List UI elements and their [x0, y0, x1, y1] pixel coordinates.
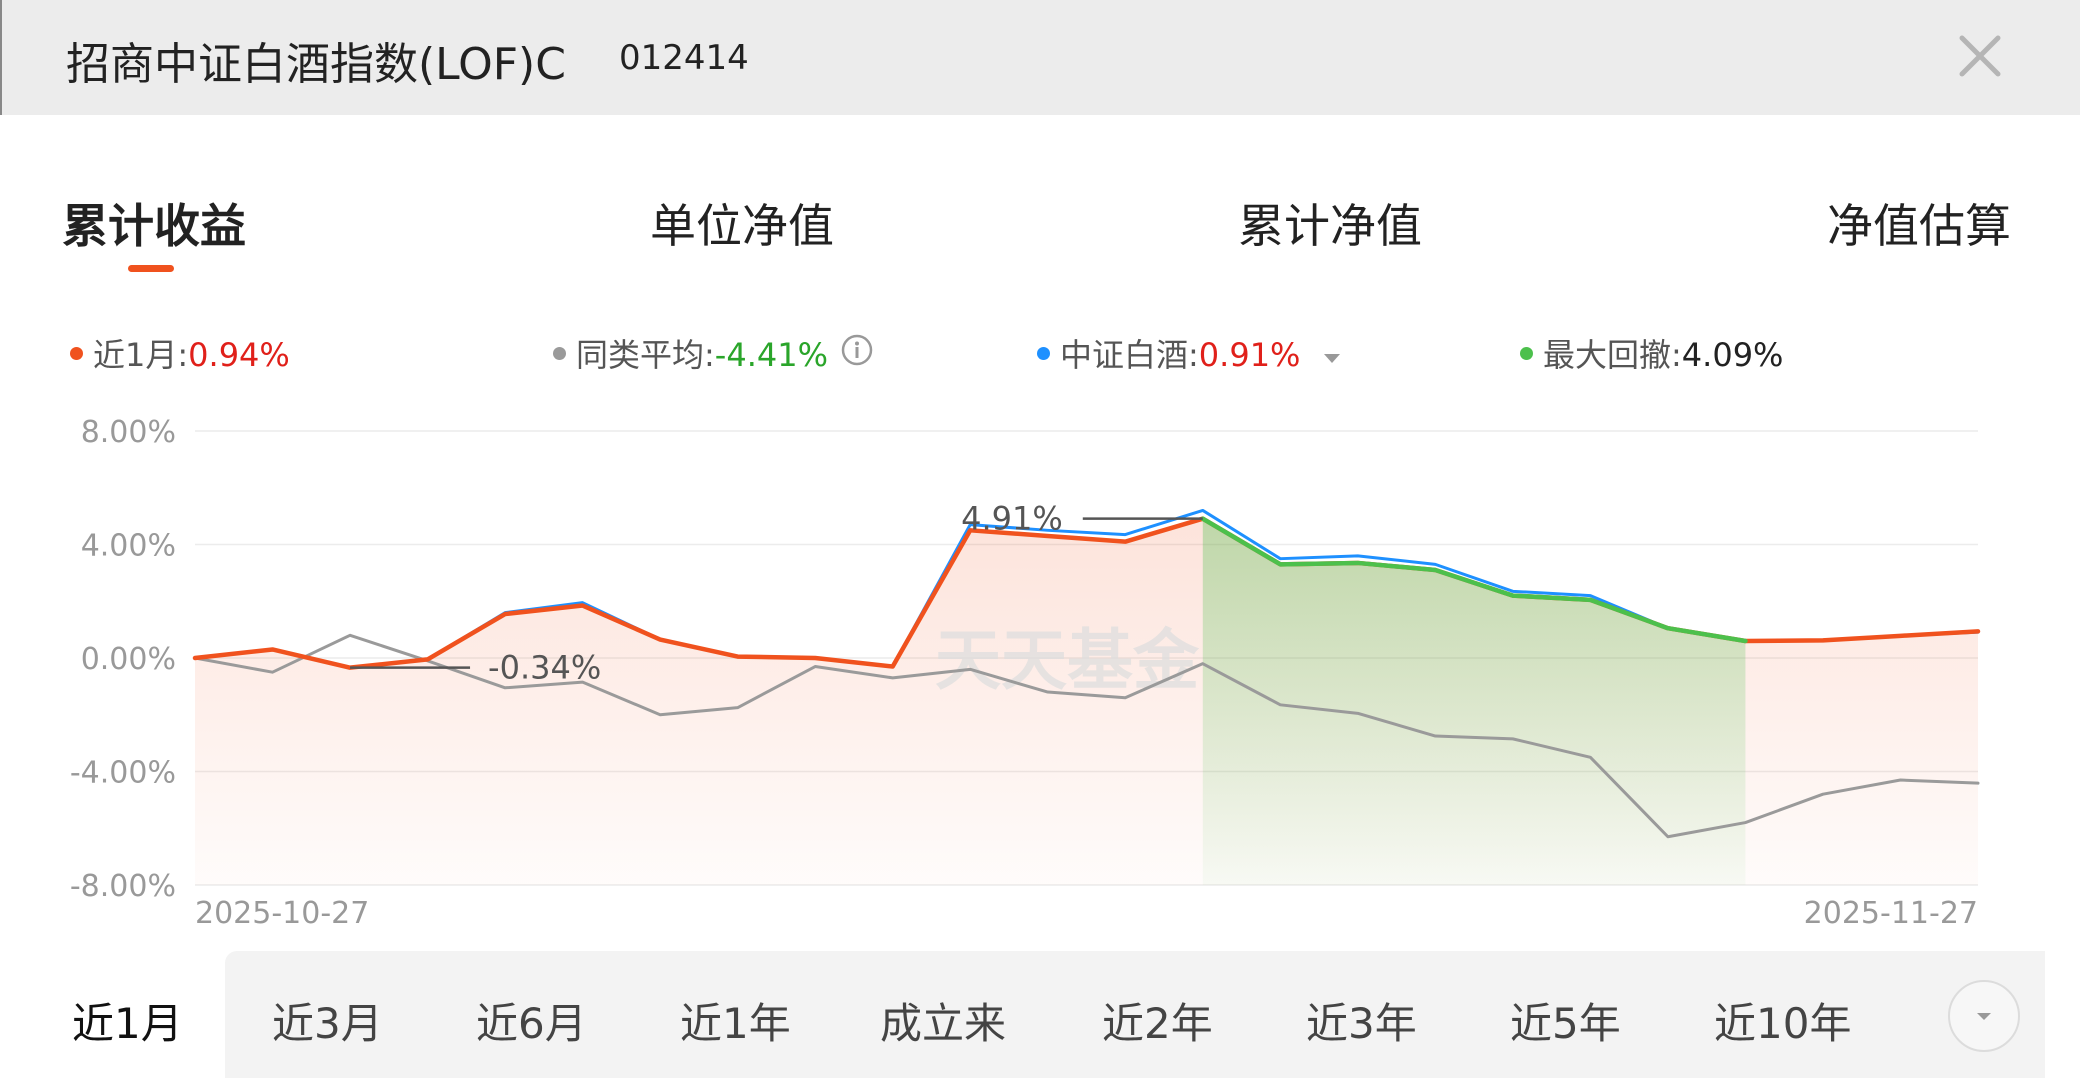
legend-index[interactable]: 中证白酒:0.91% — [1037, 330, 1342, 376]
legend-fund: 近1月:0.94% — [70, 330, 290, 376]
period-1m[interactable]: 近1月 — [72, 999, 183, 1048]
tab-nav-estimate[interactable]: 净值估算 — [1827, 199, 2011, 253]
period-6m[interactable]: 近6月 — [476, 999, 587, 1048]
close-icon[interactable] — [1952, 28, 2008, 84]
chart-legend: 近1月:0.94% 同类平均:-4.41% 中证白酒:0.91% 最大回撤:4.… — [0, 330, 2080, 374]
period-1y[interactable]: 近1年 — [680, 999, 791, 1048]
legend-peer-average: 同类平均:-4.41% — [553, 330, 874, 378]
title-bar: 招商中证白酒指数(LOF)C 012414 — [0, 0, 2080, 115]
fund-name: 招商中证白酒指数(LOF)C — [66, 39, 566, 90]
y-tick-label: 4.00% — [81, 529, 176, 564]
chart-lines — [192, 508, 1981, 839]
period-3y[interactable]: 近3年 — [1306, 999, 1417, 1048]
drawdown-line — [1200, 516, 1748, 644]
period-3m[interactable]: 近3月 — [272, 999, 383, 1048]
legend-fund-value: 0.94% — [188, 336, 290, 374]
x-end-label: 2025-11-27 — [1804, 896, 1978, 931]
legend-peer-label: 同类平均: — [576, 336, 715, 374]
max-drawdown-area — [1202, 518, 1746, 885]
tab-unit-nav[interactable]: 单位净值 — [650, 199, 834, 253]
period-selector — [225, 951, 2045, 1078]
legend-fund-label: 近1月: — [93, 336, 189, 374]
legend-drawdown-label: 最大回撤: — [1543, 336, 1682, 374]
tab-cumulative-nav[interactable]: 累计净值 — [1238, 199, 1422, 253]
annotation-label: 4.91% — [961, 500, 1063, 538]
watermark: 天天基金 — [935, 621, 1200, 699]
peer-average-line — [193, 633, 1980, 839]
legend-peer-value: -4.41% — [714, 336, 828, 374]
caret-down-icon[interactable] — [1322, 335, 1342, 373]
legend-index-value: 0.91% — [1198, 336, 1301, 374]
legend-drawdown-value: 4.09% — [1681, 336, 1784, 374]
chart-areas — [195, 518, 1978, 885]
period-since-inception[interactable]: 成立来 — [880, 999, 1007, 1048]
y-tick-label: -4.00% — [70, 756, 176, 791]
period-2y[interactable]: 近2年 — [1102, 999, 1213, 1048]
period-5y[interactable]: 近5年 — [1510, 999, 1621, 1048]
chart-tabs: 累计收益 单位净值 累计净值 净值估算 — [0, 190, 2080, 280]
period-10y[interactable]: 近10年 — [1714, 999, 1852, 1048]
fund-dot-icon — [70, 346, 83, 360]
x-start-label: 2025-10-27 — [195, 896, 369, 931]
y-tick-label: 8.00% — [81, 415, 176, 450]
y-axis: 8.00% 4.00% 0.00% -4.00% -8.00% — [70, 415, 176, 904]
active-tab-indicator — [128, 265, 174, 272]
index-dot-icon — [1037, 346, 1050, 360]
y-tick-label: -8.00% — [70, 869, 176, 904]
annotation-label: -0.34% — [488, 649, 601, 687]
x-axis: 2025-10-27 2025-11-27 — [195, 896, 1978, 931]
fund-code: 012414 — [619, 38, 749, 78]
tab-cumulative-return[interactable]: 累计收益 — [62, 199, 246, 253]
chart-annotations: 4.91% -0.34% — [350, 500, 1203, 687]
legend-max-drawdown: 最大回撤:4.09% — [1520, 330, 1783, 376]
peer-dot-icon — [553, 346, 566, 360]
chevron-down-icon — [1977, 1013, 1991, 1020]
return-chart[interactable]: 8.00% 4.00% 0.00% -4.00% -8.00% 天天基金 4.91% -0… — [0, 410, 2080, 940]
info-icon[interactable] — [840, 333, 874, 375]
y-tick-label: 0.00% — [81, 642, 176, 677]
legend-index-label: 中证白酒: — [1060, 336, 1199, 374]
drawdown-dot-icon — [1520, 346, 1533, 360]
more-periods-button[interactable] — [1948, 980, 2020, 1052]
